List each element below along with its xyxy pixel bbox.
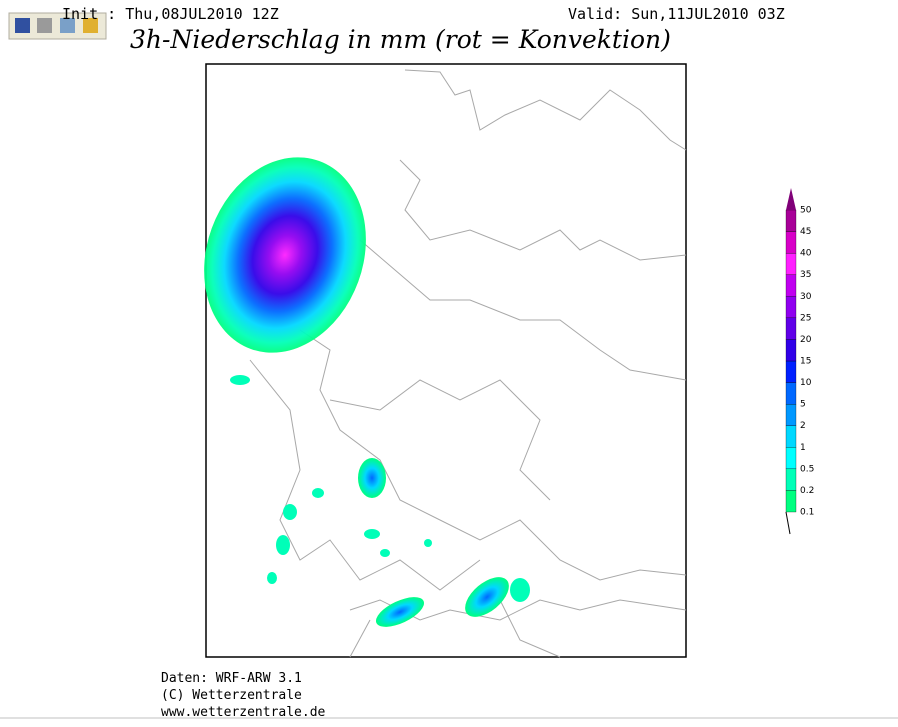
legend-label: 1 (800, 443, 806, 453)
mail-icon[interactable] (60, 18, 75, 33)
legend-swatch (785, 425, 797, 448)
legend-swatch (785, 360, 797, 383)
precipitation (204, 157, 530, 627)
legend-label: 35 (800, 270, 811, 280)
init-time: Init : Thu,08JUL2010 12Z (62, 5, 279, 23)
map (204, 63, 687, 658)
legend-swatch (785, 447, 797, 470)
map-frame (205, 63, 687, 658)
legend-label: 0.1 (800, 508, 814, 518)
footer-line: Daten: WRF-ARW 3.1 (161, 671, 302, 686)
folder-icon[interactable] (83, 18, 98, 33)
borders (249, 69, 687, 658)
legend-swatch (785, 209, 797, 232)
legend-swatch (785, 490, 797, 513)
toolbar (8, 12, 107, 40)
legend-swatch (785, 468, 797, 491)
legend-swatch (785, 274, 797, 297)
legend-label: 2 (800, 421, 806, 431)
legend-swatch (785, 252, 797, 275)
legend-swatch (785, 403, 797, 426)
legend-swatch (785, 339, 797, 362)
legend-label: 40 (800, 249, 812, 259)
legend-label: 0.5 (800, 464, 814, 474)
map-title: 3h-Niederschlag in mm (rot = Konvektion) (130, 25, 671, 54)
footer-line: www.wetterzentrale.de (161, 705, 326, 720)
legend-label: 20 (800, 335, 812, 345)
legend-label: 30 (800, 292, 812, 302)
legend-label: 5 (800, 400, 806, 410)
legend-label: 0.2 (800, 486, 814, 496)
legend-swatch (785, 382, 797, 405)
save-icon[interactable] (15, 18, 30, 33)
footer: Daten: WRF-ARW 3.1 (C) Wetterzentrale www.… (161, 671, 326, 720)
legend-swatch (785, 296, 797, 319)
legend-arrow (786, 188, 796, 210)
print-icon[interactable] (37, 18, 52, 33)
legend-swatch (785, 231, 797, 254)
legend-label: 25 (800, 313, 811, 323)
valid-time: Valid: Sun,11JUL2010 03Z (568, 5, 785, 23)
legend-label: 15 (800, 357, 811, 367)
legend-label: 10 (800, 378, 812, 388)
legend-tail (785, 511, 791, 535)
legend-swatch (785, 317, 797, 340)
footer-line: (C) Wetterzentrale (161, 688, 302, 703)
legend-label: 45 (800, 227, 811, 237)
legend-label: 50 (800, 206, 812, 216)
